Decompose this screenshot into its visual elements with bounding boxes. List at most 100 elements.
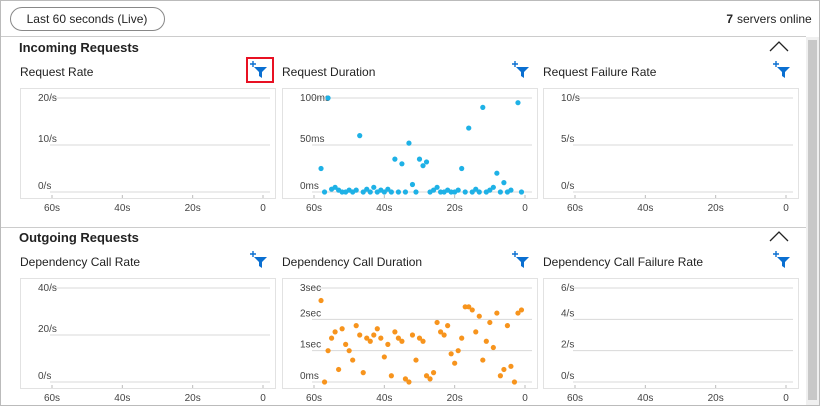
point	[420, 163, 426, 169]
point	[501, 366, 507, 373]
plot-frame	[543, 88, 799, 199]
x-tick-label: 20s	[708, 203, 724, 214]
y-tick-label: 2/s	[561, 340, 574, 351]
scroll-thumb[interactable]	[808, 40, 817, 400]
point	[413, 189, 419, 195]
point	[406, 379, 412, 385]
point	[515, 100, 521, 106]
point	[360, 370, 366, 376]
servers-count: 7	[726, 12, 733, 26]
point	[399, 161, 405, 167]
point	[321, 189, 328, 195]
point	[508, 363, 514, 369]
point	[494, 170, 500, 176]
point	[385, 341, 391, 347]
y-tick-label: 20/s	[38, 93, 57, 104]
time-range-label: Last 60 seconds (Live)	[27, 12, 148, 26]
filter-icon[interactable]	[777, 67, 790, 78]
filter-icon[interactable]	[777, 257, 790, 268]
point	[360, 189, 366, 195]
point	[466, 125, 472, 131]
x-tick-label: 0	[260, 393, 266, 404]
x-tick-label: 0	[260, 203, 266, 214]
point	[459, 335, 465, 341]
point	[459, 165, 465, 172]
section-title: Outgoing Requests	[19, 230, 139, 245]
filter-icon[interactable]	[516, 67, 529, 78]
x-tick-label: 20s	[708, 393, 724, 404]
point	[518, 307, 525, 313]
y-tick-label: 0ms	[300, 181, 319, 192]
filter-icon[interactable]	[254, 67, 267, 78]
point	[371, 332, 377, 338]
y-tick-label: 0/s	[561, 181, 574, 192]
plot-frame	[282, 88, 538, 199]
point	[462, 189, 468, 195]
point	[476, 313, 482, 319]
x-tick-label: 60s	[306, 203, 322, 214]
point	[328, 335, 335, 341]
point	[350, 357, 356, 363]
point	[490, 344, 496, 351]
point	[480, 357, 486, 363]
y-tick-label: 3sec	[300, 283, 321, 294]
x-tick-label: 0	[783, 393, 789, 404]
point	[487, 319, 493, 326]
point	[381, 189, 387, 195]
highlight-box	[246, 57, 274, 83]
servers-text: servers online	[737, 12, 812, 26]
filter-icon[interactable]	[254, 257, 267, 268]
point	[339, 326, 345, 332]
point	[434, 319, 440, 326]
point	[445, 323, 451, 329]
collapse-button[interactable]	[769, 41, 789, 52]
chart-title: Request Rate	[20, 65, 94, 79]
point	[487, 187, 493, 193]
x-tick-label: 20s	[185, 393, 201, 404]
point	[402, 189, 409, 195]
point	[409, 332, 416, 338]
point	[455, 348, 461, 354]
point	[448, 351, 454, 357]
x-tick-label: 40s	[114, 203, 130, 214]
point	[321, 379, 328, 385]
point	[402, 376, 409, 382]
point	[494, 310, 500, 316]
point	[423, 159, 430, 165]
filter-icon[interactable]	[516, 257, 529, 268]
y-tick-label: 20/s	[38, 324, 57, 335]
point	[381, 354, 387, 360]
point	[441, 332, 447, 338]
chart-title: Dependency Call Duration	[282, 255, 422, 269]
point	[385, 186, 391, 192]
y-tick-label: 10/s	[561, 93, 580, 104]
point	[455, 187, 461, 193]
point	[364, 186, 370, 192]
point	[473, 329, 479, 335]
plot-frame	[20, 278, 276, 389]
point	[430, 370, 437, 376]
point	[364, 335, 370, 341]
point	[353, 323, 359, 329]
point	[357, 332, 363, 338]
point	[399, 338, 405, 344]
point	[371, 184, 377, 190]
point	[332, 329, 338, 335]
point	[518, 189, 525, 195]
filter-plus	[773, 61, 779, 67]
point	[406, 140, 412, 146]
chart-title: Request Duration	[282, 65, 375, 79]
point	[374, 326, 380, 332]
x-tick-label: 20s	[447, 393, 463, 404]
collapse-button[interactable]	[769, 231, 789, 242]
point	[476, 189, 482, 195]
y-tick-label: 0/s	[38, 371, 51, 382]
point	[413, 357, 419, 363]
point	[416, 335, 423, 341]
point	[332, 184, 338, 190]
point	[423, 373, 430, 379]
point	[508, 187, 514, 193]
point	[469, 189, 475, 195]
point	[409, 181, 416, 188]
time-range-button[interactable]	[10, 7, 165, 31]
